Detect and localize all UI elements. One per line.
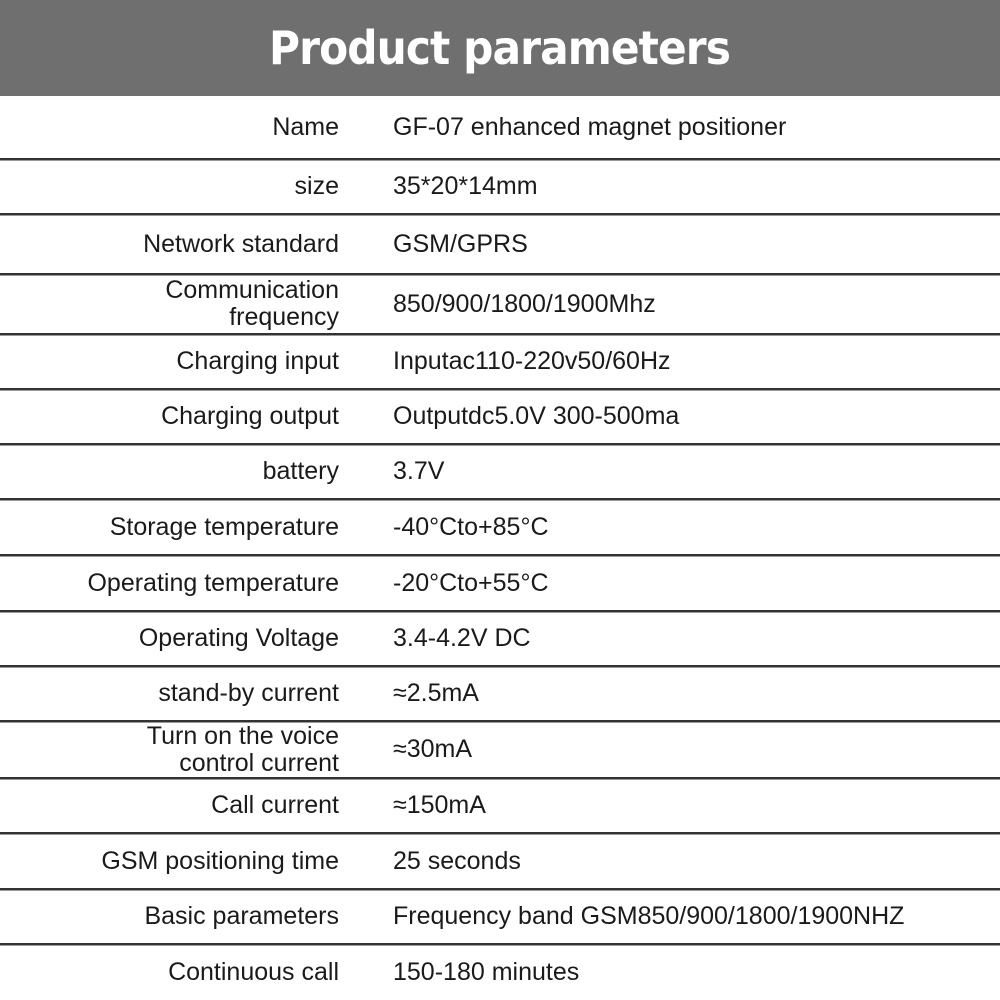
param-value: Inputac110-220v50/60Hz <box>393 347 671 375</box>
page-title: Product parameters <box>269 21 732 75</box>
param-value: Frequency band GSM850/900/1800/1900NHZ <box>393 902 905 930</box>
table-row: Call current ≈150mA <box>0 779 1000 834</box>
parameters-table: Name GF-07 enhanced magnet positioner size… <box>0 96 1000 1000</box>
param-value: 3.4-4.2V DC <box>393 624 531 652</box>
param-label: battery <box>262 457 339 485</box>
param-value: 35*20*14mm <box>393 172 538 200</box>
table-row: Charging output Outputdc5.0V 300-500ma <box>0 390 1000 445</box>
param-label: Network standard <box>143 229 339 258</box>
table-row: Operating temperature -20°Cto+55°C <box>0 556 1000 612</box>
param-value: Outputdc5.0V 300-500ma <box>393 402 680 430</box>
table-row: stand-by current ≈2.5mA <box>0 667 1000 722</box>
table-row: Continuous call 150-180 minutes <box>0 945 1000 1000</box>
param-value: 850/900/1800/1900Mhz <box>393 289 656 318</box>
param-label: Operating temperature <box>87 568 339 597</box>
header-banner: Product parameters <box>0 0 1000 96</box>
table-row: Operating Voltage 3.4-4.2V DC <box>0 612 1000 667</box>
param-label: Communication frequency <box>165 276 339 331</box>
param-label: GSM positioning time <box>101 846 339 875</box>
param-label: Continuous call <box>168 958 339 986</box>
param-value: ≈30mA <box>393 735 473 763</box>
table-row: Name GF-07 enhanced magnet positioner <box>0 96 1000 160</box>
param-value: -20°Cto+55°C <box>393 568 549 597</box>
param-value: 3.7V <box>393 457 445 485</box>
param-label: Basic parameters <box>144 902 339 930</box>
param-label: Turn on the voice control current <box>146 721 339 777</box>
param-label: Operating Voltage <box>138 624 339 652</box>
table-row: size 35*20*14mm <box>0 160 1000 215</box>
table-row: GSM positioning time 25 seconds <box>0 834 1000 890</box>
param-label: stand-by current <box>158 679 339 707</box>
param-value: 150-180 minutes <box>393 958 580 986</box>
table-row: battery 3.7V <box>0 445 1000 500</box>
param-label: Charging input <box>176 347 339 375</box>
param-label: Name <box>272 112 339 141</box>
param-label: size <box>294 172 339 200</box>
param-value: GF-07 enhanced magnet positioner <box>393 112 787 141</box>
param-label: Charging output <box>161 402 339 430</box>
param-value: GSM/GPRS <box>393 229 528 258</box>
param-value: 25 seconds <box>393 846 521 875</box>
param-label: Call current <box>211 791 339 819</box>
table-row: Network standard GSM/GPRS <box>0 215 1000 275</box>
param-label: Storage temperature <box>109 512 339 541</box>
table-row: Communication frequency 850/900/1800/1900… <box>0 275 1000 335</box>
param-value: ≈2.5mA <box>393 679 479 707</box>
table-row: Storage temperature -40°Cto+85°C <box>0 500 1000 556</box>
param-value: ≈150mA <box>393 791 486 819</box>
param-value: -40°Cto+85°C <box>393 512 549 541</box>
table-row: Turn on the voice control current ≈30mA <box>0 722 1000 779</box>
table-row: Charging input Inputac110-220v50/60Hz <box>0 335 1000 390</box>
table-row: Basic parameters Frequency band GSM850/90… <box>0 890 1000 945</box>
